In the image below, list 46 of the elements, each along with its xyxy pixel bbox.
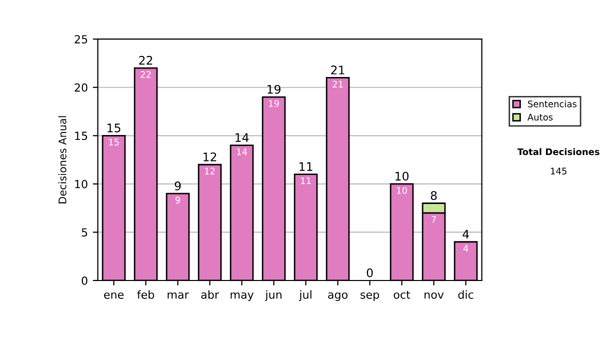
data-label: 15 xyxy=(109,138,119,146)
x-tick-label: nov xyxy=(424,292,444,299)
data-label: 9 xyxy=(175,196,180,204)
text: 145 xyxy=(550,168,566,174)
data-label: 7 xyxy=(432,216,436,223)
y-tick-label: 10 xyxy=(75,180,88,188)
legend-label: Autos xyxy=(527,114,553,121)
total-label: 11 xyxy=(300,162,312,171)
data-label: 21 xyxy=(332,80,343,88)
total-label: 4 xyxy=(462,230,469,238)
legend-label: Sentencias xyxy=(528,100,576,108)
y-tick-label: 15 xyxy=(75,132,88,140)
y-tick-label: 25 xyxy=(74,35,88,44)
x-tick-label: ene xyxy=(104,292,124,299)
y-tick-label: 20 xyxy=(74,83,88,92)
data-label: 14 xyxy=(237,148,248,156)
total-label: 22 xyxy=(139,56,152,65)
data-label: 11 xyxy=(301,177,311,184)
data-label: 22 xyxy=(140,71,151,78)
y-axis-title: Decisiones Anual xyxy=(58,116,66,204)
x-tick-label: may xyxy=(230,292,254,301)
total-label: 15 xyxy=(108,124,120,132)
text: Total Decisiones xyxy=(517,148,600,156)
total-label: 10 xyxy=(396,172,409,181)
x-tick-label: sep xyxy=(360,292,380,301)
total-label: 21 xyxy=(331,66,344,74)
total-label: 12 xyxy=(204,152,216,162)
x-tick-label: abr xyxy=(201,290,220,299)
total-label: 0 xyxy=(366,268,373,278)
data-label: 12 xyxy=(205,168,215,174)
x-tick-label: dic xyxy=(458,290,474,299)
data-label: 19 xyxy=(269,100,279,107)
total-label: 8 xyxy=(430,191,437,200)
x-tick-label: feb xyxy=(137,290,154,299)
x-tick-label: mar xyxy=(168,292,189,299)
total-label: 19 xyxy=(268,84,280,94)
x-tick-label: oct xyxy=(394,290,410,299)
x-tick-label: jul xyxy=(298,290,312,301)
x-tick-label: jun xyxy=(265,290,282,301)
total-label: 9 xyxy=(174,181,181,190)
x-tick-label: ago xyxy=(328,292,348,301)
data-label: 4 xyxy=(463,245,468,252)
total-label: 14 xyxy=(236,133,249,142)
y-tick-label: 0 xyxy=(82,276,88,285)
y-tick-label: 5 xyxy=(82,228,88,237)
data-label: 10 xyxy=(397,186,407,194)
